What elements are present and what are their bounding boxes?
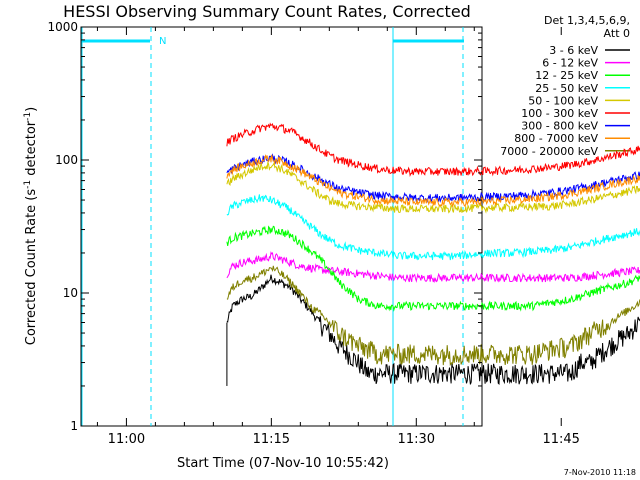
series-line xyxy=(226,251,640,284)
series-line xyxy=(226,265,640,367)
y-axis-label-mid: detector xyxy=(24,120,39,180)
legend-label: 25 - 50 keV xyxy=(535,82,598,95)
interval-markers: N xyxy=(81,27,464,426)
x-tick-label: 11:45 xyxy=(542,432,579,447)
y-axis-label-main: Corrected Count Rate (s xyxy=(24,189,39,346)
legend-header-line1: Det 1,3,4,5,6,9, xyxy=(544,14,630,27)
series-line xyxy=(226,225,640,312)
x-tick-label: 11:15 xyxy=(253,432,290,447)
x-tick-label: 11:30 xyxy=(398,432,435,447)
y-axis-label-sup1: -1 xyxy=(23,180,33,189)
plot-frame xyxy=(80,26,483,427)
y-tick-label: 10 xyxy=(63,286,78,300)
interval-marker-label: N xyxy=(159,36,166,47)
legend-label: 12 - 25 keV xyxy=(535,69,598,82)
series-line xyxy=(226,161,640,214)
y-tick-label: 1000 xyxy=(47,20,78,34)
legend-label: 800 - 7000 keV xyxy=(514,132,598,145)
x-axis-label: Start Time (07-Nov-10 10:55:42) xyxy=(177,456,389,471)
series-line xyxy=(226,154,640,208)
y-axis-label-sup2: -1 xyxy=(23,112,33,121)
y-axis-label-end: ) xyxy=(24,107,39,112)
legend-label: 300 - 800 keV xyxy=(521,120,598,133)
y-tick-label: 100 xyxy=(55,153,78,167)
series-line xyxy=(226,274,640,386)
legend-label: 7000 - 20000 keV xyxy=(500,145,598,158)
series-layer xyxy=(226,122,640,386)
series-line xyxy=(226,194,640,261)
x-tick-label: 11:00 xyxy=(108,432,145,447)
y-tick-label: 1 xyxy=(70,419,78,433)
chart-title: HESSI Observing Summary Count Rates, Cor… xyxy=(63,2,471,21)
legend-label: 3 - 6 keV xyxy=(549,44,598,57)
y-axis: 1 10 100 1000 xyxy=(47,20,482,433)
legend-header-line2: Att 0 xyxy=(604,27,630,40)
legend-label: 6 - 12 keV xyxy=(542,57,598,70)
date-stamp: 7-Nov-2010 11:18 xyxy=(564,468,636,477)
legend-label: 50 - 100 keV xyxy=(528,94,598,107)
series-line xyxy=(226,122,640,178)
y-axis-label: Corrected Count Rate (s-1 detector-1) xyxy=(23,107,39,345)
legend-label: 100 - 300 keV xyxy=(521,107,598,120)
